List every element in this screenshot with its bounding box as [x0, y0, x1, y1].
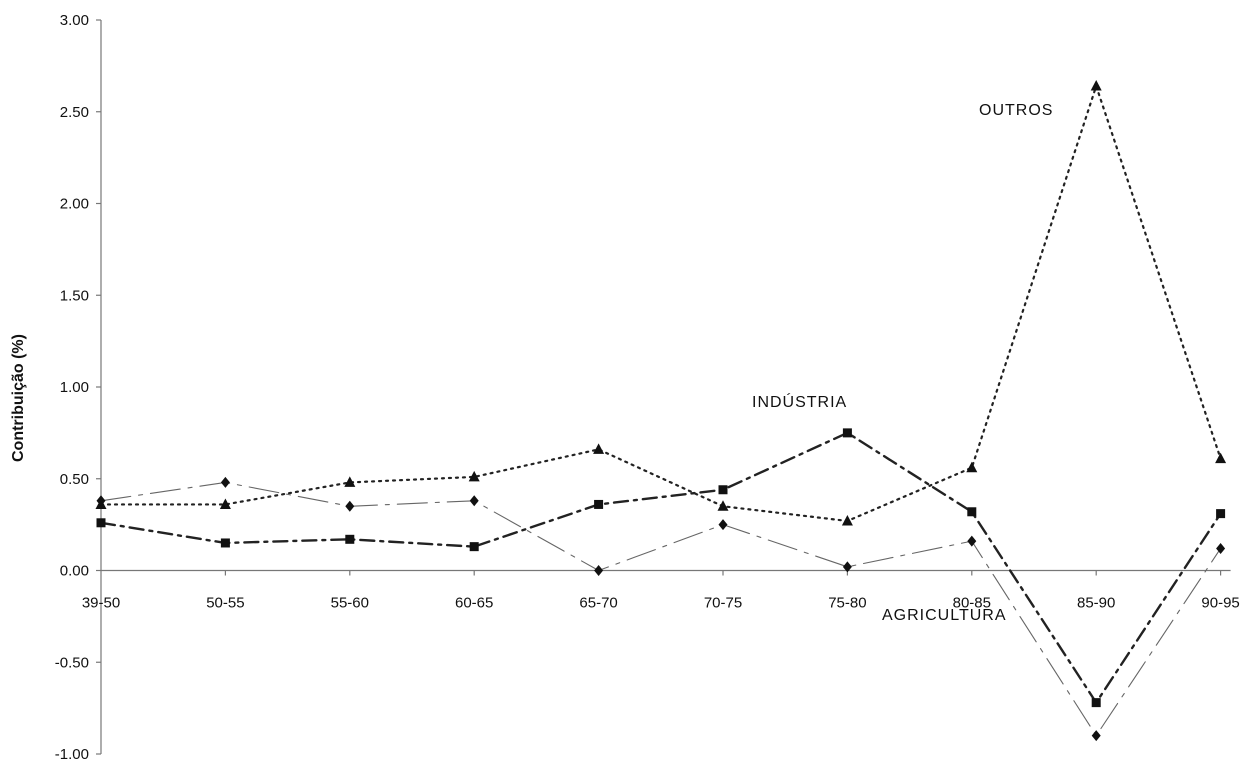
- data-point-industria: [967, 507, 977, 517]
- x-tick-label: 65-70: [579, 595, 617, 612]
- x-tick-label: 75-80: [828, 595, 866, 612]
- data-point-agricultura: [1216, 542, 1226, 554]
- data-point-agricultura: [594, 565, 604, 576]
- data-point-industria: [718, 485, 728, 495]
- data-point-agricultura: [220, 476, 230, 488]
- data-point-outros: [841, 514, 853, 526]
- series-line-agricultura: [100, 481, 1222, 737]
- data-point-industria: [594, 499, 604, 509]
- data-point-industria: [345, 534, 355, 544]
- series-line-industria: [99, 431, 1222, 704]
- x-tick-label: 70-75: [704, 595, 742, 612]
- x-tick-label: 80-85: [953, 595, 991, 612]
- data-point-agricultura: [967, 535, 977, 547]
- data-point-outros: [717, 500, 729, 511]
- data-point-outros: [1090, 80, 1102, 91]
- series-line-outros: [99, 84, 1222, 523]
- y-tick-label: 1.50: [60, 287, 89, 304]
- data-point-outros: [1215, 452, 1227, 464]
- series-outros: [95, 80, 1227, 526]
- data-point-agricultura: [842, 561, 852, 573]
- x-tick-label: 60-65: [455, 595, 493, 612]
- y-tick-labels: 3.00 2.50 2.00 1.50 1.00 0.50 0.00 -0.50 -1.00: [55, 12, 89, 763]
- x-tick-label: 85-90: [1077, 595, 1115, 612]
- data-point-agricultura: [718, 519, 728, 531]
- y-tick-label: 0.00: [60, 563, 89, 580]
- data-point-industria: [96, 518, 106, 528]
- data-point-outros: [468, 470, 480, 482]
- series-agricultura: [96, 476, 1226, 742]
- x-tick-label: 50-55: [206, 595, 244, 612]
- y-tick-label: -1.00: [55, 746, 89, 763]
- series-label-agricultura: AGRICULTURA: [882, 607, 1007, 624]
- x-tick-label: 39-50: [82, 595, 120, 612]
- series-label-outros: OUTROS: [979, 102, 1053, 119]
- data-point-agricultura: [345, 500, 355, 512]
- data-point-industria: [1091, 698, 1101, 708]
- data-point-industria: [469, 542, 479, 552]
- series-layer: [95, 80, 1227, 742]
- data-point-industria: [220, 538, 230, 548]
- y-axis-label: Contribuição (%): [10, 334, 27, 462]
- data-point-industria: [842, 428, 852, 438]
- y-tick-label: 0.50: [60, 471, 89, 488]
- y-tick-label: 1.00: [60, 379, 89, 396]
- data-point-agricultura: [96, 495, 106, 507]
- series-label-industria: INDÚSTRIA: [752, 392, 847, 411]
- x-tick-label: 90-95: [1201, 595, 1239, 612]
- x-tick-label: 55-60: [331, 595, 369, 612]
- data-point-industria: [1216, 509, 1226, 519]
- y-tick-label: 2.50: [60, 104, 89, 121]
- y-tick-label: 3.00: [60, 12, 89, 29]
- x-tick-labels: 39-50 50-55 55-60 60-65 65-70 70-75 75-80 80-85…: [82, 595, 1240, 612]
- data-point-outros: [219, 498, 231, 509]
- data-point-outros: [593, 443, 605, 454]
- data-point-outros: [344, 476, 356, 487]
- y-tick-label: -0.50: [55, 654, 89, 671]
- series-industria: [96, 428, 1226, 708]
- data-point-agricultura: [1091, 730, 1101, 742]
- data-point-agricultura: [469, 495, 479, 507]
- y-tick-label: 2.00: [60, 196, 89, 213]
- data-point-outros: [966, 461, 978, 473]
- axes: [96, 19, 1231, 755]
